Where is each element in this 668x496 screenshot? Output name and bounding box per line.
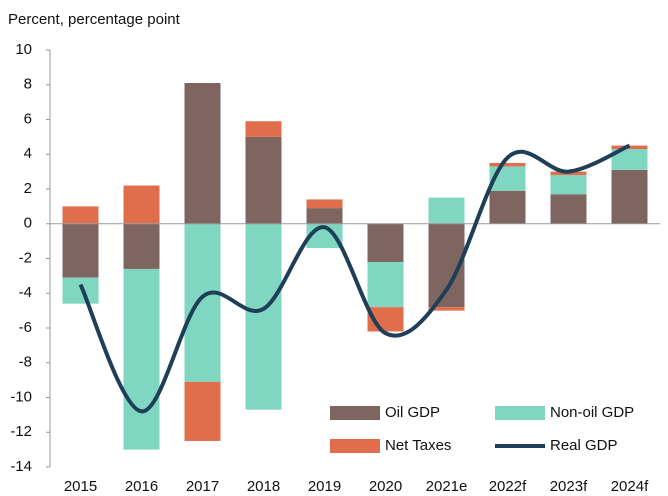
legend-label: Non-oil GDP (550, 404, 634, 421)
y-tick-label: -4 (19, 284, 32, 301)
bar (367, 223, 404, 262)
bar (550, 194, 587, 224)
bar (428, 197, 465, 224)
bar (123, 268, 160, 450)
bar (184, 223, 221, 382)
y-tick-label: 4 (24, 145, 32, 162)
bar (611, 149, 648, 170)
bar (611, 169, 648, 224)
legend-label: Net Taxes (385, 437, 451, 454)
bar (489, 190, 526, 224)
line (78, 143, 631, 414)
y-tick-label: 8 (24, 76, 32, 93)
legend-swatch (330, 439, 380, 453)
x-tick-label: 2016 (125, 478, 158, 495)
bar (62, 206, 99, 224)
x-tick-label: 2020 (369, 478, 402, 495)
y-tick-label: -6 (19, 319, 32, 336)
bar (550, 175, 587, 195)
x-tick-label: 2015 (64, 478, 97, 495)
y-tick-label: -14 (10, 458, 32, 475)
bar (428, 307, 465, 311)
legend-swatch (495, 406, 545, 420)
bar (123, 185, 160, 224)
y-tick-label: 2 (24, 180, 32, 197)
chart-subtitle: Percent, percentage point (8, 11, 181, 28)
x-tick-label: 2022f (489, 478, 527, 495)
bar (62, 223, 99, 278)
y-tick-label: 10 (15, 41, 32, 58)
bar (62, 277, 99, 304)
legend-label: Oil GDP (385, 404, 440, 421)
legend-swatch (330, 406, 380, 420)
legend-label: Real GDP (550, 437, 618, 454)
x-tick-label: 2023f (550, 478, 588, 495)
bar (489, 162, 526, 167)
bar (123, 223, 160, 269)
y-tick-label: 0 (24, 215, 32, 232)
y-tick-label: -2 (19, 249, 32, 266)
bar (245, 223, 282, 410)
y-tick-label: -10 (10, 388, 32, 405)
x-tick-label: 2024f (611, 478, 649, 495)
bar (184, 83, 221, 224)
y-tick-label: -12 (10, 423, 32, 440)
x-tick-label: 2017 (186, 478, 219, 495)
x-tick-label: 2021e (426, 478, 468, 495)
y-tick-label: 6 (24, 110, 32, 127)
bar (367, 261, 404, 308)
bar (245, 136, 282, 224)
bar (184, 381, 221, 441)
x-tick-label: 2019 (308, 478, 341, 495)
x-tick-label: 2018 (247, 478, 280, 495)
bar (245, 121, 282, 137)
bar (306, 199, 343, 209)
y-tick-label: -8 (19, 354, 32, 371)
bar (306, 208, 343, 224)
